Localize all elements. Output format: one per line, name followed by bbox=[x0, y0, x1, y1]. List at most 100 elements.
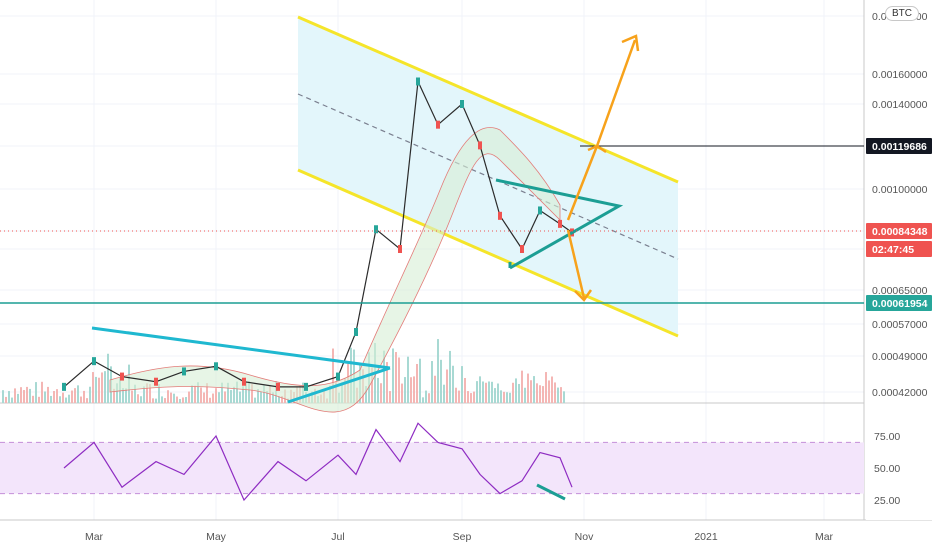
volume-bar bbox=[227, 382, 229, 403]
volume-bar bbox=[560, 387, 562, 403]
volume-bar bbox=[17, 393, 19, 403]
volume-bar bbox=[98, 377, 100, 403]
volume-bar bbox=[488, 381, 490, 403]
volume-bar bbox=[158, 384, 160, 403]
volume-bar bbox=[155, 398, 157, 403]
volume-bar bbox=[200, 387, 202, 403]
price-candle bbox=[416, 77, 420, 86]
bearish-arrow bbox=[566, 229, 586, 299]
price-candle bbox=[538, 206, 542, 215]
volume-bar bbox=[515, 378, 517, 403]
volume-bar bbox=[539, 385, 541, 403]
volume-bar bbox=[395, 352, 397, 403]
time-axis-label: 2021 bbox=[694, 531, 718, 543]
volume-bar bbox=[125, 388, 127, 403]
price-tag-box bbox=[866, 241, 932, 257]
volume-bar bbox=[248, 381, 250, 403]
volume-bar bbox=[26, 386, 28, 403]
volume-bar bbox=[257, 389, 259, 403]
volume-bar bbox=[371, 367, 373, 403]
triangle-lower-left bbox=[287, 366, 391, 404]
volume-bar bbox=[191, 385, 193, 403]
volume-bar bbox=[551, 376, 553, 403]
volume-bar bbox=[449, 350, 451, 403]
price-tag-box bbox=[866, 138, 932, 154]
volume-bar bbox=[512, 382, 514, 403]
volume-bar bbox=[425, 390, 427, 403]
price-tags: 0.00119686 0.00084348 02:47:45 0.00061954 bbox=[866, 138, 932, 311]
price-axis-label: 0.00140000 bbox=[872, 99, 928, 111]
volume-bar bbox=[164, 398, 166, 403]
volume-bar bbox=[365, 386, 367, 403]
price-tag-label: 0.00119686 bbox=[872, 141, 927, 153]
price-candle bbox=[276, 382, 280, 391]
price-tag: 0.00084348 bbox=[866, 223, 932, 239]
volume-bar bbox=[410, 377, 412, 403]
volume-bar bbox=[428, 393, 430, 403]
price-line bbox=[63, 79, 573, 388]
volume-bar bbox=[71, 390, 73, 403]
volume-bar bbox=[542, 386, 544, 403]
price-candle bbox=[154, 377, 158, 386]
price-candle bbox=[182, 367, 186, 376]
volume-bar bbox=[392, 348, 394, 403]
currency-badge[interactable]: BTC bbox=[885, 6, 919, 21]
price-candle bbox=[460, 100, 464, 108]
price-axis-label: 0.00042000 bbox=[872, 387, 928, 399]
time-axis-label: May bbox=[206, 531, 227, 543]
volume-bar bbox=[473, 391, 475, 403]
volume-bar bbox=[35, 382, 37, 403]
price-axis: 0.001800000.001600000.001400000.00100000… bbox=[866, 0, 932, 520]
price-tag: 0.00119686 bbox=[866, 138, 932, 154]
volume-bar bbox=[188, 391, 190, 403]
volume-bar bbox=[122, 388, 124, 403]
volume-bar bbox=[494, 388, 496, 403]
volume-bar bbox=[563, 391, 565, 403]
rsi-panel bbox=[0, 422, 864, 502]
price-tag-label: 0.00084348 bbox=[872, 226, 928, 238]
volume-bar bbox=[437, 339, 439, 403]
volume-bar bbox=[104, 371, 106, 403]
price-series bbox=[62, 77, 574, 391]
volume-bar bbox=[236, 381, 238, 403]
rsi-axis-label: 50.00 bbox=[874, 463, 900, 475]
volume-bar bbox=[485, 382, 487, 403]
volume-bar bbox=[239, 391, 241, 403]
volume-bar bbox=[80, 396, 82, 403]
channel-upper-line bbox=[297, 15, 679, 184]
volume-bar bbox=[434, 375, 436, 403]
bearish-arrowhead bbox=[574, 289, 593, 302]
volume-bar bbox=[527, 373, 529, 403]
volume-bar bbox=[389, 391, 391, 403]
rsi-axis-label: 25.00 bbox=[874, 495, 900, 507]
volume-bar bbox=[230, 390, 232, 403]
volume-bar bbox=[497, 383, 499, 403]
volume-bar bbox=[11, 397, 13, 403]
axis-background bbox=[866, 0, 932, 520]
volume-bar bbox=[443, 384, 445, 403]
volume-bar bbox=[167, 390, 169, 403]
volume-bar bbox=[68, 394, 70, 403]
price-tag-label: 02:47:45 bbox=[872, 244, 914, 256]
volume-bar bbox=[23, 390, 25, 403]
rsi-axis-label: 75.00 bbox=[874, 431, 900, 443]
volume-bar bbox=[2, 390, 4, 403]
volume-bar bbox=[530, 380, 532, 403]
volume-bar bbox=[281, 395, 283, 403]
volume-bar bbox=[32, 395, 34, 403]
volume-bar bbox=[107, 353, 109, 403]
volume-bar bbox=[149, 384, 151, 403]
volume-bar bbox=[44, 391, 46, 403]
volume-bar bbox=[47, 386, 49, 403]
volume-bar bbox=[263, 384, 265, 403]
volume-bar bbox=[5, 396, 7, 403]
price-candle bbox=[92, 357, 96, 366]
volume-bar bbox=[83, 390, 85, 403]
volume-bar bbox=[143, 386, 145, 403]
volume-bar bbox=[380, 383, 382, 403]
volume-bar bbox=[140, 396, 142, 403]
price-candle bbox=[436, 120, 440, 129]
volume-bar bbox=[431, 361, 433, 403]
price-candle bbox=[336, 372, 340, 381]
